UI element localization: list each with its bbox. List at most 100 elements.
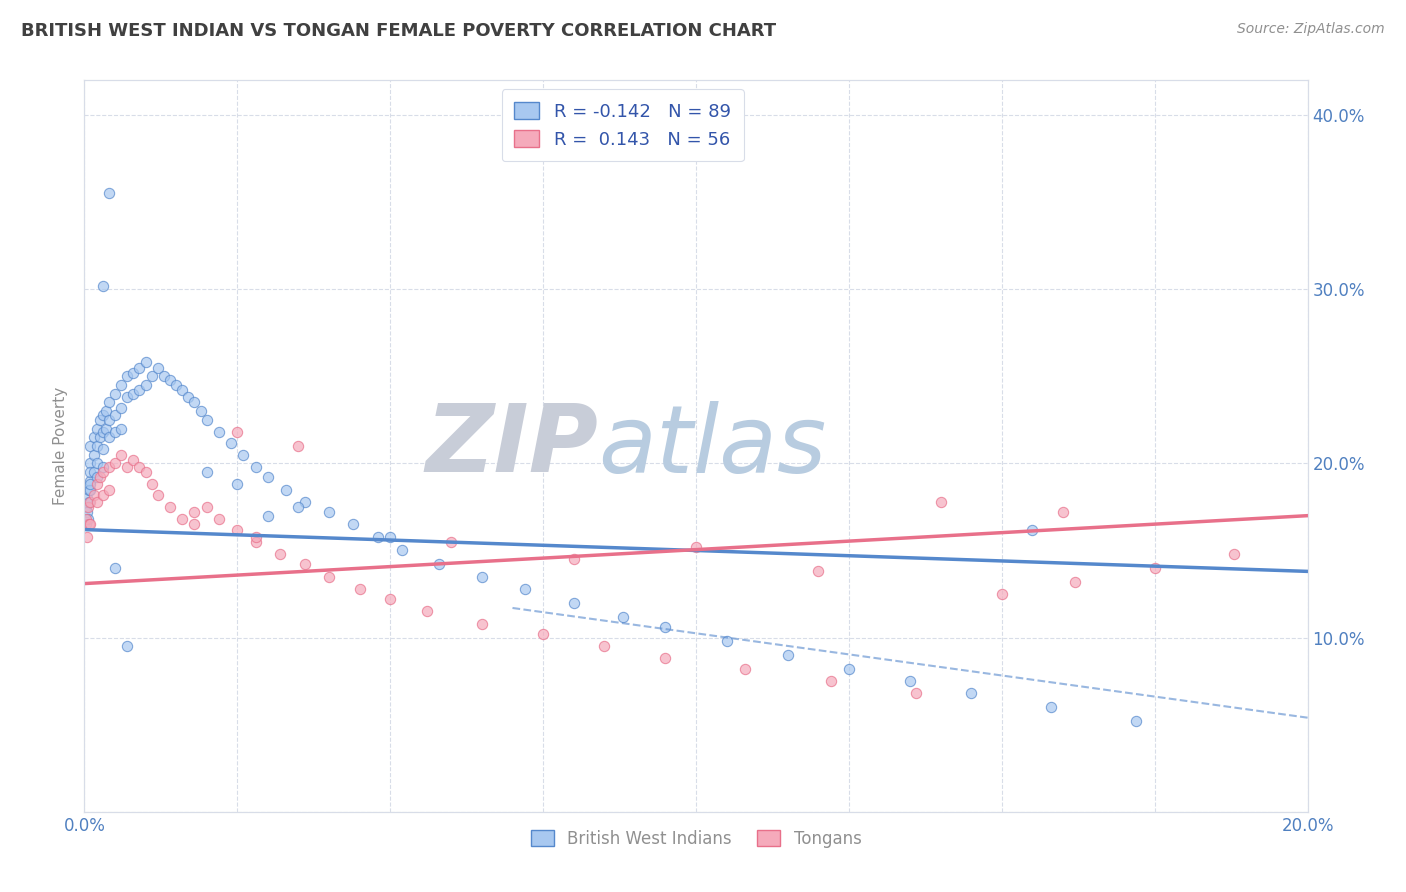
Point — [76, 530, 98, 544]
Point — [115, 369, 138, 384]
Point — [94, 404, 117, 418]
Point — [91, 459, 114, 474]
Point — [1021, 523, 1043, 537]
Point — [531, 627, 554, 641]
Point — [232, 448, 254, 462]
Point — [195, 465, 218, 479]
Point — [276, 483, 298, 497]
Point — [245, 534, 267, 549]
Point — [245, 459, 267, 474]
Point — [86, 477, 108, 491]
Point — [183, 505, 205, 519]
Point — [141, 369, 163, 384]
Point — [77, 483, 100, 497]
Point — [654, 620, 676, 634]
Point — [115, 390, 138, 404]
Point — [183, 395, 205, 409]
Point — [172, 384, 194, 398]
Point — [86, 457, 108, 471]
Point — [226, 523, 249, 537]
Point — [380, 592, 402, 607]
Point — [75, 500, 97, 514]
Point — [104, 457, 127, 471]
Point — [159, 373, 181, 387]
Point — [83, 488, 105, 502]
Point — [115, 459, 138, 474]
Point — [146, 360, 169, 375]
Point — [349, 582, 371, 596]
Point — [97, 413, 120, 427]
Point — [245, 530, 267, 544]
Point — [159, 500, 181, 514]
Point — [86, 421, 108, 435]
Point — [380, 530, 402, 544]
Point — [226, 425, 249, 439]
Point — [287, 500, 309, 514]
Point — [128, 459, 150, 474]
Point — [79, 494, 101, 508]
Text: Source: ZipAtlas.com: Source: ZipAtlas.com — [1237, 22, 1385, 37]
Point — [79, 483, 101, 497]
Point — [1052, 505, 1074, 519]
Point — [838, 662, 860, 676]
Point — [1143, 561, 1166, 575]
Point — [146, 488, 169, 502]
Point — [165, 378, 187, 392]
Point — [226, 477, 249, 491]
Point — [820, 674, 842, 689]
Point — [342, 517, 364, 532]
Point — [79, 477, 101, 491]
Point — [89, 430, 111, 444]
Point — [183, 517, 205, 532]
Point — [83, 448, 105, 462]
Point — [190, 404, 212, 418]
Point — [104, 408, 127, 422]
Text: ZIP: ZIP — [425, 400, 598, 492]
Text: atlas: atlas — [598, 401, 827, 491]
Text: BRITISH WEST INDIAN VS TONGAN FEMALE POVERTY CORRELATION CHART: BRITISH WEST INDIAN VS TONGAN FEMALE POV… — [21, 22, 776, 40]
Point — [135, 355, 157, 369]
Point — [75, 517, 97, 532]
Point — [104, 386, 127, 401]
Point — [427, 558, 450, 572]
Point — [318, 505, 340, 519]
Point — [77, 517, 100, 532]
Point — [991, 587, 1014, 601]
Point — [91, 488, 114, 502]
Point — [110, 448, 132, 462]
Point — [97, 395, 120, 409]
Point — [97, 186, 120, 201]
Point — [269, 547, 291, 561]
Point — [83, 430, 105, 444]
Point — [208, 512, 231, 526]
Point — [91, 278, 114, 293]
Point — [287, 439, 309, 453]
Point — [177, 390, 200, 404]
Point — [471, 569, 494, 583]
Point — [135, 378, 157, 392]
Point — [685, 540, 707, 554]
Point — [1064, 574, 1087, 589]
Point — [122, 453, 145, 467]
Point — [562, 596, 585, 610]
Point — [79, 465, 101, 479]
Point — [110, 378, 132, 392]
Point — [110, 401, 132, 415]
Point — [89, 413, 111, 427]
Point — [91, 442, 114, 457]
Point — [77, 512, 100, 526]
Point — [960, 686, 983, 700]
Point — [593, 640, 616, 654]
Point — [172, 512, 194, 526]
Point — [929, 494, 952, 508]
Point — [195, 413, 218, 427]
Point — [104, 425, 127, 439]
Point — [86, 494, 108, 508]
Point — [79, 439, 101, 453]
Point — [562, 552, 585, 566]
Point — [83, 465, 105, 479]
Point — [79, 457, 101, 471]
Point — [776, 648, 799, 662]
Point — [208, 425, 231, 439]
Point — [135, 465, 157, 479]
